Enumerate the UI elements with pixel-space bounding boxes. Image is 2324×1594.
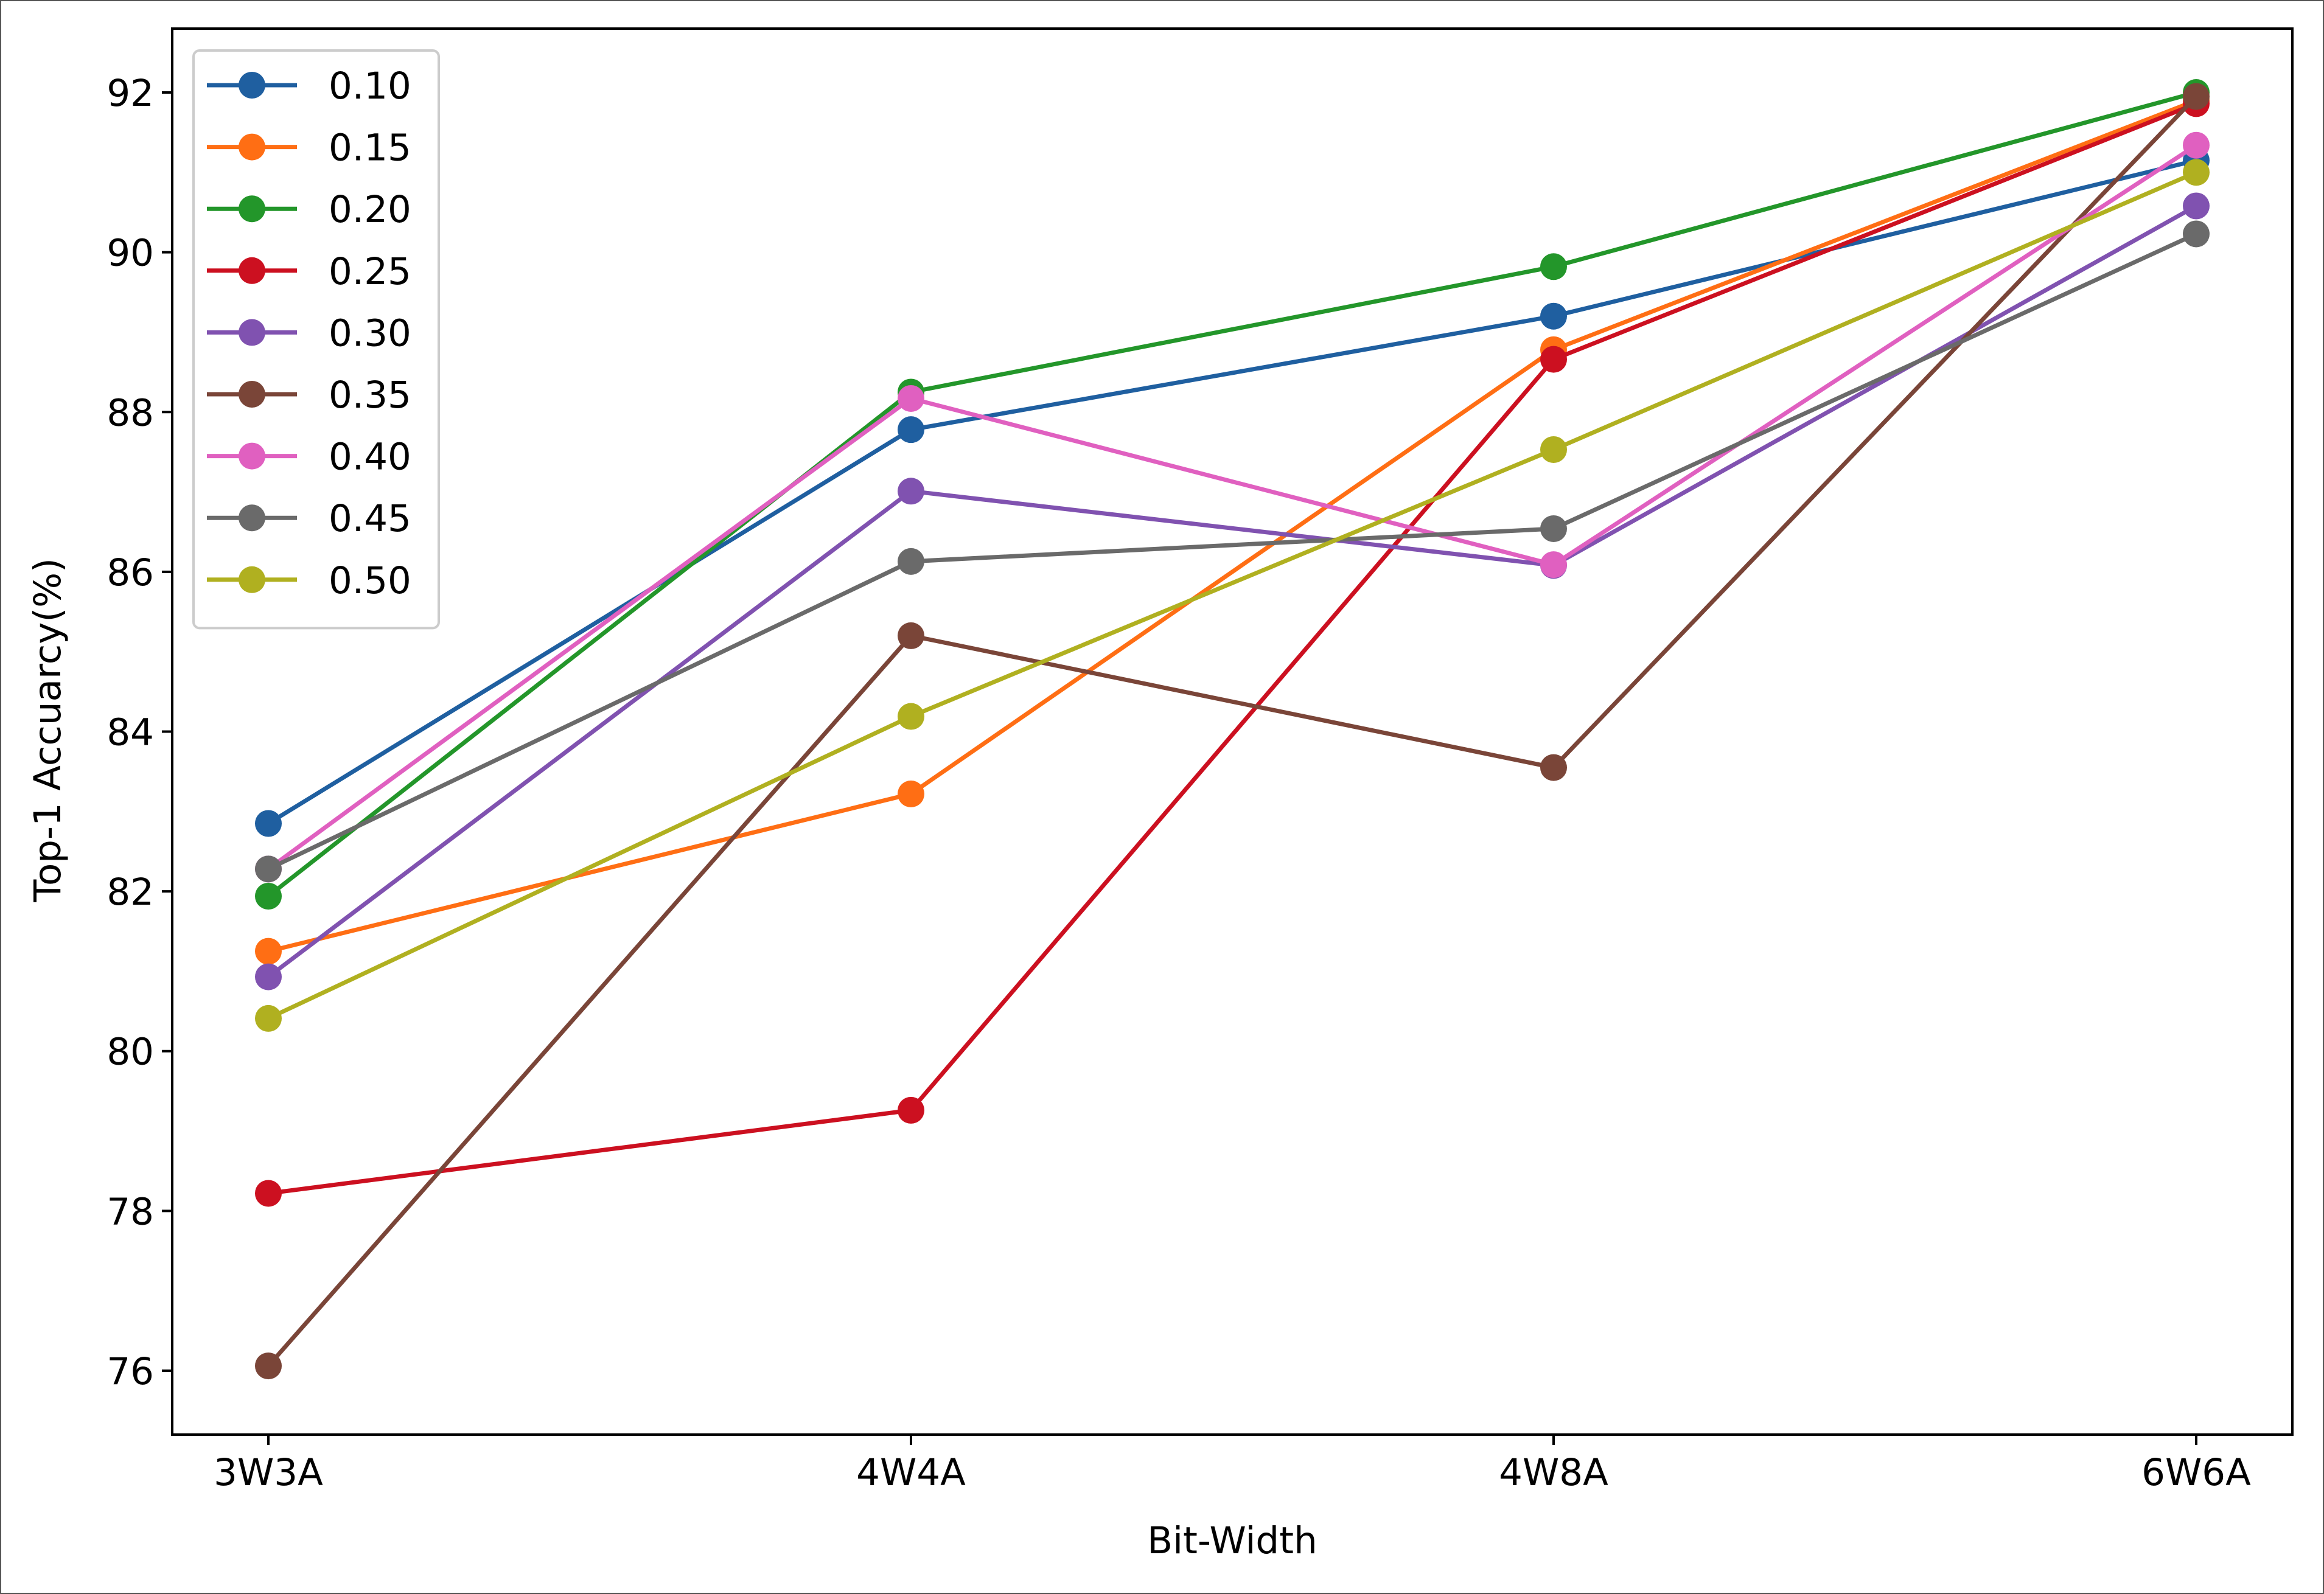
data-point [898,622,924,649]
legend-item: 0.15 [207,127,411,170]
data-point [898,548,924,575]
series-line [266,90,2199,899]
series-line [266,101,2199,1196]
data-point [898,385,924,412]
x-axis: 3W3A 4W4A 4W8A 6W6A [214,1435,2251,1494]
legend-label: 0.45 [329,497,411,540]
series-line [266,158,2199,826]
legend-label: 0.50 [329,559,411,602]
y-axis-label: Top-1 Accuarcy(%) [26,558,69,903]
series-line [266,94,2199,1368]
y-tick-label: 92 [106,72,154,115]
y-axis: 76 78 80 82 84 86 88 90 92 [106,72,172,1393]
legend-item: 0.20 [207,188,411,231]
legend-marker [239,566,265,593]
data-point [255,882,282,910]
legend-marker [239,319,265,346]
legend-label: 0.25 [329,250,411,293]
data-point [898,478,924,505]
data-point [255,855,282,883]
legend-box [192,49,440,630]
data-point [898,703,924,730]
data-point [2183,83,2210,110]
y-tick-label: 76 [106,1350,154,1393]
legend-label: 0.30 [329,311,411,355]
legend-marker [239,504,265,532]
legend-marker [239,133,265,161]
legend-label: 0.35 [329,374,411,417]
legend-marker [239,195,265,223]
data-point [1540,754,1567,781]
x-tick-label: 3W3A [214,1451,323,1494]
legend-label: 0.10 [329,64,411,108]
data-point [255,1180,282,1207]
series-line [266,231,2199,871]
series-line [266,204,2199,980]
x-tick-label: 6W6A [2141,1451,2251,1494]
legend-label: 0.40 [329,436,411,479]
data-point [1540,302,1567,330]
series-line [266,170,2199,1021]
series-line [266,98,2199,954]
legend-marker [239,72,265,99]
legend-label: 0.15 [329,127,411,170]
legend-item: 0.50 [207,559,411,602]
y-tick-label: 90 [106,232,154,275]
data-point [255,1004,282,1032]
legend-label: 0.20 [329,188,411,231]
series-0-50 [255,159,2210,1032]
data-point [898,416,924,444]
data-point [255,938,282,965]
legend-marker [239,442,265,470]
data-point [2183,192,2210,220]
legend-item: 0.40 [207,436,411,479]
data-point [2183,159,2210,186]
y-tick-label: 88 [106,391,154,434]
data-point [255,810,282,837]
data-point [898,1096,924,1124]
y-tick-label: 80 [106,1031,154,1074]
legend-item: 0.10 [207,64,411,108]
series-line [266,143,2199,871]
x-axis-label: Bit-Width [1147,1519,1317,1562]
legend-marker [239,257,265,284]
legend: 0.10 0.15 0.20 0.25 0.30 0.35 0.40 0.45 0.50 [192,49,440,630]
data-point [1540,551,1567,579]
y-tick-label: 78 [106,1190,154,1233]
legend-item: 0.30 [207,311,411,355]
data-point [255,963,282,990]
legend-item: 0.25 [207,250,411,293]
data-point [898,780,924,807]
data-point [255,1352,282,1380]
legend-marker [239,381,265,408]
legend-item: 0.45 [207,497,411,540]
y-tick-label: 82 [106,871,154,914]
legend-item: 0.35 [207,374,411,417]
x-tick-label: 4W8A [1499,1451,1608,1494]
data-point [2183,131,2210,159]
y-tick-label: 86 [106,551,154,594]
series-0-35 [255,83,2210,1380]
series-layer [255,79,2210,1380]
data-point [1540,346,1567,373]
data-point [2183,220,2210,248]
data-point [1540,515,1567,542]
x-tick-label: 4W4A [856,1451,966,1494]
data-point [1540,253,1567,280]
y-tick-label: 84 [106,711,154,754]
series-0-45 [255,220,2210,883]
data-point [1540,436,1567,463]
